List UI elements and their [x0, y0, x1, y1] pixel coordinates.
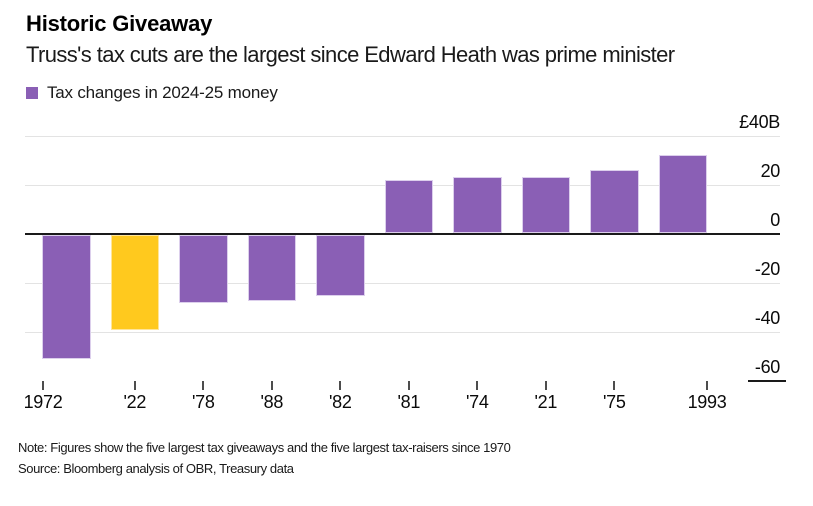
bar-1972: [42, 234, 91, 360]
x-axis-label: '81: [397, 392, 421, 412]
chart-title: Historic Giveaway: [26, 11, 213, 36]
legend-swatch-icon: [26, 87, 38, 99]
x-axis-tick: [407, 381, 410, 390]
y-axis-label: 20: [760, 160, 781, 181]
axis-bottom-segment: [748, 379, 786, 382]
gridline: [25, 135, 780, 137]
x-axis-label: '21: [534, 392, 558, 412]
bar-'78: [179, 234, 228, 304]
chart-subtitle: Truss's tax cuts are the largest since E…: [26, 42, 675, 67]
x-axis-label: '88: [260, 392, 284, 412]
x-axis-label: '78: [191, 392, 215, 412]
y-axis-label: -20: [754, 258, 780, 279]
x-axis-tick: [339, 381, 342, 390]
x-axis-tick: [270, 381, 273, 390]
bar-'75: [590, 169, 639, 234]
gridline: [25, 282, 780, 284]
x-axis-label: '22: [123, 392, 147, 412]
legend-label: Tax changes in 2024-25 money: [47, 83, 278, 102]
x-axis-label: 1993: [687, 392, 727, 412]
y-axis-label: -60: [754, 356, 780, 377]
x-axis-tick: [202, 381, 205, 390]
bar-'22: [110, 234, 159, 331]
x-axis-label: '74: [465, 392, 489, 412]
legend: Tax changes in 2024-25 money: [26, 83, 278, 103]
bar-'82: [316, 234, 365, 296]
x-axis-tick: [613, 381, 616, 390]
x-axis-tick: [133, 381, 136, 390]
x-axis-tick: [476, 381, 479, 390]
x-axis-tick: [706, 381, 708, 390]
bar-'81: [384, 179, 433, 234]
x-axis-label: 1972: [23, 392, 63, 412]
footer: Note: Figures show the five largest tax …: [18, 438, 511, 479]
y-axis-label: 0: [770, 209, 780, 230]
bar-'88: [247, 234, 296, 301]
y-axis-label: -40: [754, 307, 780, 328]
x-axis-label: '75: [602, 392, 626, 412]
note-text: Note: Figures show the five largest tax …: [18, 440, 511, 455]
bar-'74: [453, 177, 502, 234]
y-axis-label: £40B: [739, 111, 780, 132]
gridline: [25, 331, 780, 333]
x-axis-label: '82: [328, 392, 352, 412]
source-text: Source: Bloomberg analysis of OBR, Treas…: [18, 460, 294, 476]
x-axis-tick: [42, 381, 44, 390]
bar-'21: [521, 177, 570, 234]
bar-1993: [658, 155, 707, 234]
x-axis-tick: [544, 381, 547, 390]
zero-line: [25, 232, 780, 235]
